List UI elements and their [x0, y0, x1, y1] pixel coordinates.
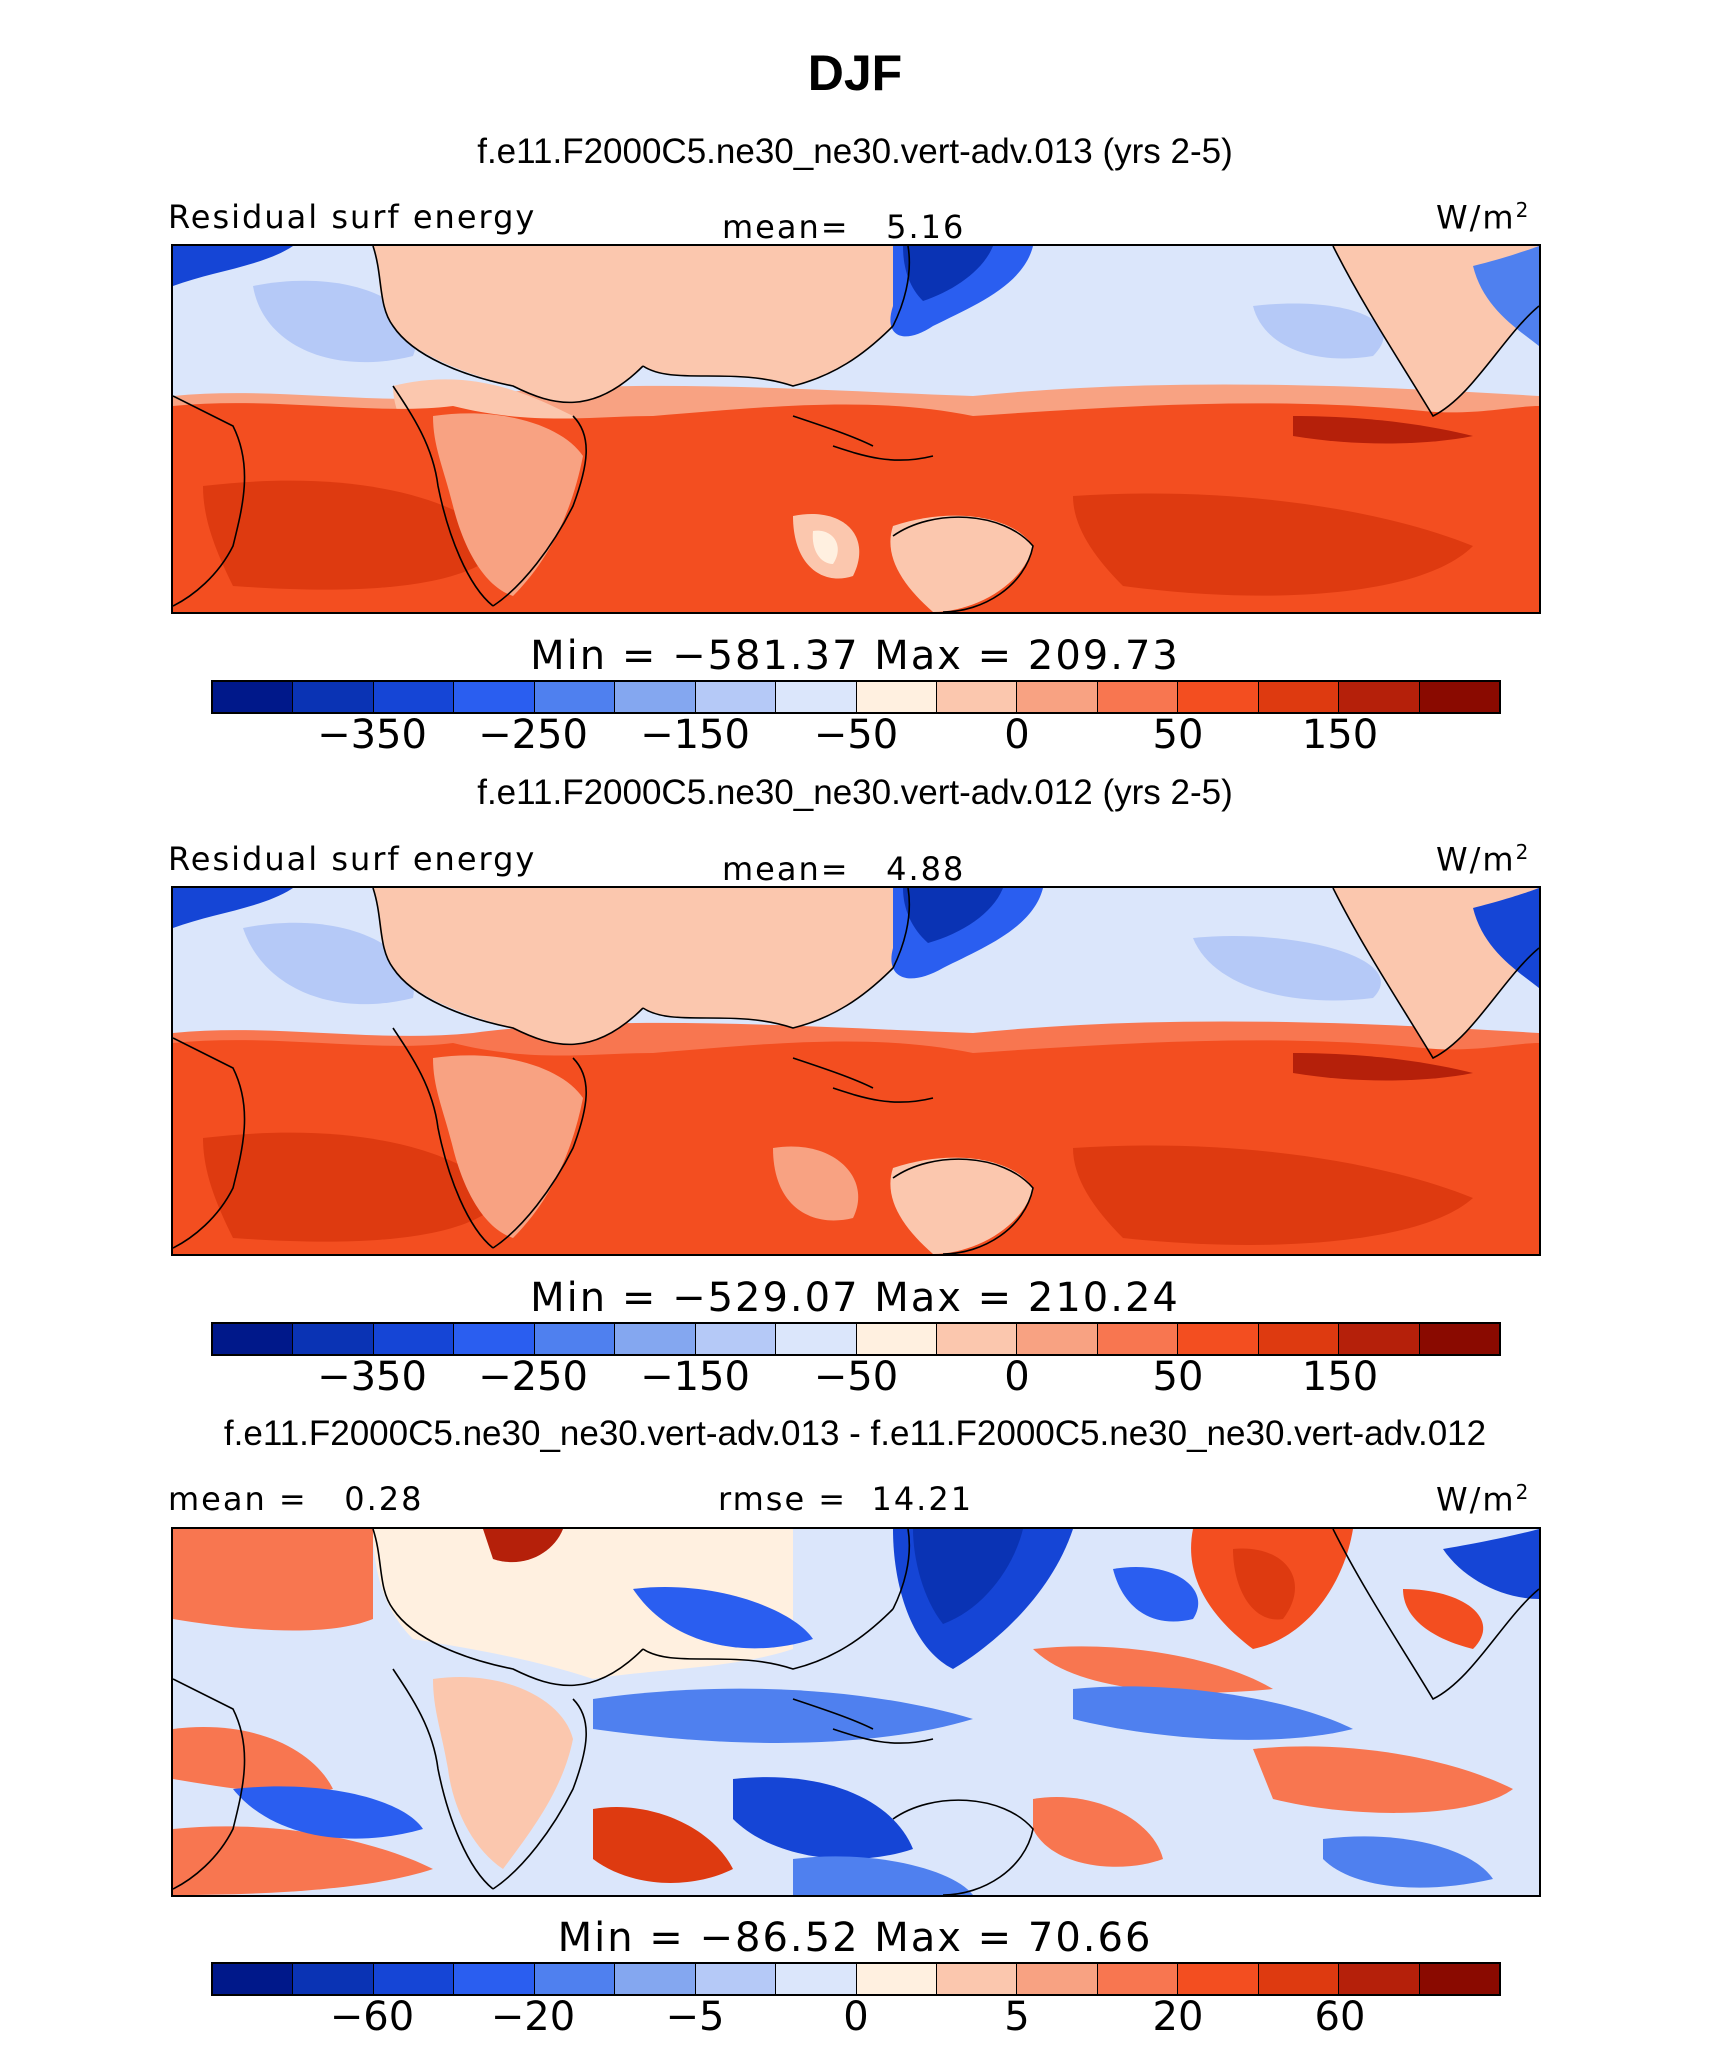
panel-2-colorbar-tick: −250 [478, 1354, 588, 1400]
panel-2-mean-label: mean= 4.88 [722, 850, 966, 888]
colorbar-swatch [776, 1324, 857, 1354]
colorbar-swatch [615, 1964, 696, 1994]
colorbar-swatch [1339, 682, 1420, 712]
panel-1-colorbar-tick: −350 [317, 712, 427, 758]
colorbar-swatch [1097, 1324, 1179, 1354]
colorbar-swatch [776, 682, 857, 712]
panel-1-minmax: Min = −581.37 Max = 209.73 [530, 633, 1180, 679]
colorbar-swatch [454, 682, 535, 712]
colorbar-swatch [1339, 1324, 1420, 1354]
panel-3-colorbar-tick: 0 [843, 1994, 869, 2040]
colorbar-swatch [1419, 1324, 1499, 1354]
colorbar-swatch [1258, 682, 1340, 712]
panel-1-colorbar [211, 680, 1501, 714]
colorbar-swatch [936, 682, 1018, 712]
colorbar-swatch [1178, 1964, 1259, 1994]
colorbar-swatch [1097, 682, 1179, 712]
colorbar-swatch [1017, 1964, 1098, 1994]
panel-1-case-title: f.e11.F2000C5.ne30_ne30.vert-adv.013 (yr… [477, 132, 1233, 171]
panel-3-colorbar-tick: −20 [490, 1994, 576, 2040]
panel-3-map-field [173, 1529, 1539, 1895]
panel-3-map [171, 1527, 1541, 1897]
colorbar-swatch [615, 1324, 696, 1354]
colorbar-swatch [856, 682, 937, 712]
colorbar-swatch [454, 1964, 535, 1994]
panel-3-colorbar [211, 1962, 1501, 1996]
panel-1-map-field [173, 246, 1539, 612]
colorbar-swatch [856, 1964, 937, 1994]
colorbar-swatch [695, 682, 777, 712]
panel-3-colorbar-tick: 5 [1004, 1994, 1030, 2040]
colorbar-swatch [1097, 1964, 1179, 1994]
panel-1-mean-label: mean= 5.16 [722, 208, 966, 246]
colorbar-swatch [1017, 1324, 1098, 1354]
panel-3-minmax: Min = −86.52 Max = 70.66 [557, 1915, 1153, 1961]
panel-2-variable-label: Residual surf energy [168, 840, 537, 878]
panel-1-colorbar-tick: 50 [1152, 712, 1204, 758]
panel-2-map-field [173, 888, 1539, 1254]
panel-2-case-title: f.e11.F2000C5.ne30_ne30.vert-adv.012 (yr… [477, 773, 1233, 812]
colorbar-swatch [293, 1324, 374, 1354]
panel-3-colorbar-tick: −5 [665, 1994, 725, 2040]
colorbar-swatch [695, 1324, 777, 1354]
colorbar-swatch [1178, 682, 1259, 712]
panel-1-map [171, 244, 1541, 614]
colorbar-swatch [373, 1964, 455, 1994]
colorbar-swatch [534, 1964, 616, 1994]
panel-1-units: W/m2 [1436, 198, 1531, 237]
panel-3-case-title: f.e11.F2000C5.ne30_ne30.vert-adv.013 - f… [223, 1414, 1487, 1453]
colorbar-swatch [373, 682, 455, 712]
panel-1-variable-label: Residual surf energy [168, 198, 537, 236]
colorbar-swatch [213, 682, 294, 712]
panel-2-map [171, 886, 1541, 1256]
panel-3-units: W/m2 [1436, 1480, 1531, 1519]
panel-2-colorbar-tick: 50 [1152, 1354, 1204, 1400]
colorbar-swatch [615, 682, 696, 712]
figure-title: DJF [807, 45, 903, 101]
colorbar-swatch [856, 1324, 937, 1354]
panel-2-colorbar-tick: 0 [1004, 1354, 1030, 1400]
colorbar-swatch [1258, 1964, 1340, 1994]
panel-1-colorbar-tick: −250 [478, 712, 588, 758]
panel-2-minmax: Min = −529.07 Max = 210.24 [530, 1275, 1180, 1321]
panel-2-colorbar-tick: −150 [640, 1354, 750, 1400]
colorbar-swatch [213, 1964, 294, 1994]
panel-1-colorbar-tick: 150 [1301, 712, 1379, 758]
panel-2-colorbar-tick: 150 [1301, 1354, 1379, 1400]
colorbar-swatch [1017, 682, 1098, 712]
colorbar-swatch [293, 1964, 374, 1994]
colorbar-swatch [1178, 1324, 1259, 1354]
colorbar-swatch [695, 1964, 777, 1994]
colorbar-swatch [213, 1324, 294, 1354]
panel-3-colorbar-tick: 60 [1314, 1994, 1366, 2040]
panel-3-rmse-label: rmse = 14.21 [718, 1480, 974, 1518]
colorbar-swatch [1419, 682, 1499, 712]
panel-2-colorbar-tick: −50 [813, 1354, 899, 1400]
panel-2-colorbar [211, 1322, 1501, 1356]
panel-1-colorbar-tick: 0 [1004, 712, 1030, 758]
panel-2-colorbar-tick: −350 [317, 1354, 427, 1400]
colorbar-swatch [936, 1324, 1018, 1354]
colorbar-swatch [454, 1324, 535, 1354]
panel-1-colorbar-tick: −50 [813, 712, 899, 758]
panel-3-mean-label: mean = 0.28 [168, 1480, 424, 1518]
colorbar-swatch [1339, 1964, 1420, 1994]
panel-3-colorbar-tick: 20 [1152, 1994, 1204, 2040]
colorbar-swatch [373, 1324, 455, 1354]
panel-3-colorbar-tick: −60 [329, 1994, 415, 2040]
panel-1-colorbar-tick: −150 [640, 712, 750, 758]
colorbar-swatch [936, 1964, 1018, 1994]
colorbar-swatch [534, 1324, 616, 1354]
panel-2-units: W/m2 [1436, 840, 1531, 879]
colorbar-swatch [776, 1964, 857, 1994]
colorbar-swatch [1419, 1964, 1499, 1994]
colorbar-swatch [293, 682, 374, 712]
colorbar-swatch [534, 682, 616, 712]
colorbar-swatch [1258, 1324, 1340, 1354]
